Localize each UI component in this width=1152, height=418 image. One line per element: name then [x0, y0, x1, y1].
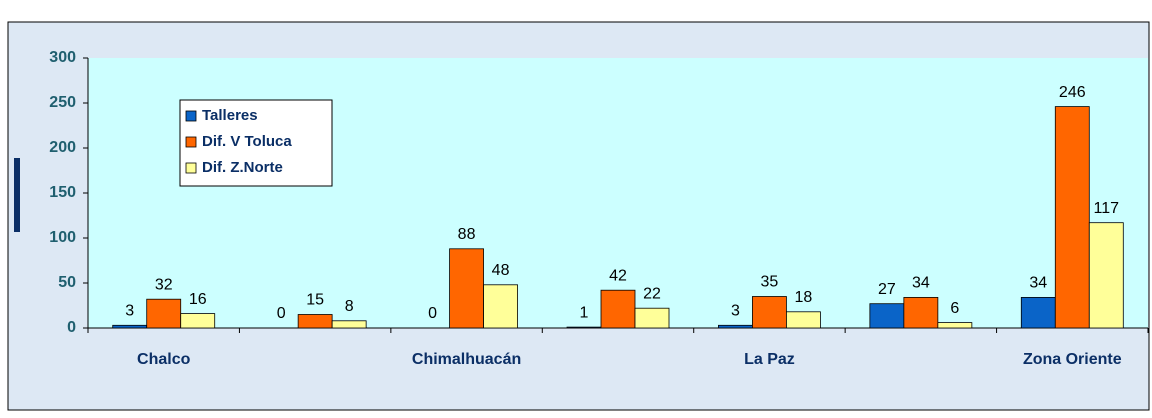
x-tick-label: Chimalhuacán: [412, 351, 521, 368]
y-tick-label: 300: [49, 49, 76, 66]
y-tick-label: 250: [49, 94, 76, 111]
bar: [634, 307, 670, 329]
value-label: 16: [189, 291, 207, 308]
bar: [1020, 296, 1056, 329]
bar: [331, 320, 367, 329]
value-label: 15: [306, 292, 324, 309]
legend-label: Dif. V Toluca: [202, 133, 292, 150]
y-tick-label: 150: [49, 184, 76, 201]
x-tick-label: Chalco: [137, 351, 191, 368]
value-label: 32: [155, 276, 173, 293]
bar: [449, 248, 484, 329]
bar: [937, 322, 973, 329]
value-label: 1: [580, 304, 589, 321]
bar: [718, 324, 753, 329]
bar: [903, 296, 939, 329]
value-label: 6: [950, 300, 959, 317]
y-tick-label: 50: [58, 274, 76, 291]
value-label: 0: [277, 305, 286, 322]
legend-swatch: [185, 110, 197, 122]
legend-swatch: [185, 162, 197, 174]
value-label: 18: [795, 289, 813, 306]
value-label: 34: [1029, 275, 1047, 292]
bar: [483, 284, 518, 329]
bar: [1088, 222, 1124, 329]
bar: [297, 314, 333, 329]
legend-swatch: [185, 136, 197, 148]
value-label: 3: [731, 303, 740, 320]
value-label: 34: [912, 275, 930, 292]
bar: [869, 303, 905, 329]
y-tick-label: 100: [49, 229, 76, 246]
plot-area: [88, 58, 1148, 328]
bar: [752, 296, 787, 329]
value-label: 246: [1059, 84, 1086, 101]
value-label: 27: [878, 281, 896, 298]
bar: [180, 313, 216, 329]
x-tick-label: Zona Oriente: [1023, 351, 1122, 368]
bar: [566, 326, 602, 329]
value-label: 42: [609, 267, 627, 284]
value-label: 35: [761, 274, 779, 291]
value-label: 22: [643, 285, 661, 302]
value-label: 117: [1094, 200, 1120, 217]
y-tick-label: 200: [49, 139, 76, 156]
y-axis-title-mark: [14, 158, 20, 232]
value-label: 8: [345, 298, 354, 315]
x-tick-label: La Paz: [744, 351, 795, 368]
legend-label: Dif. Z.Norte: [202, 159, 283, 176]
bar: [112, 324, 148, 329]
bar: [146, 298, 182, 329]
legend-label: Talleres: [202, 107, 258, 124]
value-label: 88: [458, 226, 476, 243]
legend-box: [179, 99, 333, 187]
bar: [1054, 106, 1090, 329]
value-label: 48: [492, 262, 510, 279]
value-label: 0: [428, 305, 437, 322]
value-label: 3: [125, 303, 134, 320]
bar: [786, 311, 821, 329]
bar: [600, 289, 636, 329]
y-tick-label: 0: [67, 319, 76, 336]
